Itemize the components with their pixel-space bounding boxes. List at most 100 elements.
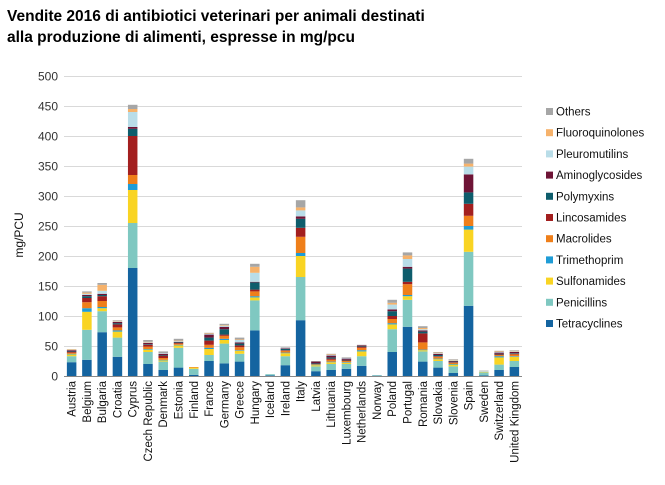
bar-segment-polymyxins bbox=[509, 353, 520, 354]
bar-segment-pleuromutilins bbox=[387, 304, 397, 310]
bar-stack-bulgaria bbox=[97, 283, 107, 376]
bar-segment-others bbox=[479, 370, 489, 372]
bar-segment-sulfonamides bbox=[311, 365, 321, 367]
bar-segment-others bbox=[250, 263, 260, 267]
chart-title: Vendite 2016 di antibiotici veterinari p… bbox=[7, 6, 425, 48]
bar-segment-fluoroquinolones bbox=[112, 320, 123, 322]
bar-segment-polymyxins bbox=[219, 329, 230, 335]
bar-segment-tetracyclines bbox=[356, 365, 367, 376]
bar-segment-fluoroquinolones bbox=[509, 350, 520, 352]
bar-segment-trimethoprim bbox=[356, 350, 367, 352]
bar-segment-tetracyclines bbox=[494, 370, 504, 376]
bar-segment-pleuromutilins bbox=[418, 329, 428, 331]
bar-segment-trimethoprim bbox=[82, 308, 92, 312]
bar-segment-penicillins bbox=[418, 351, 428, 362]
legend-label: Aminoglycosides bbox=[556, 170, 643, 182]
legend: Others Fluoroquinolones Pleuromutilins Amin… bbox=[546, 107, 644, 331]
bar-segment-penicillins bbox=[234, 353, 245, 362]
bar-segment-penicillins bbox=[479, 372, 489, 376]
bar-segment-pleuromutilins bbox=[479, 371, 489, 372]
bar-stack-poland bbox=[387, 299, 397, 376]
bar-segment-macrolides bbox=[509, 354, 520, 357]
bar-segment-lincosamides bbox=[143, 344, 153, 347]
bar-stack-luxembourg bbox=[341, 357, 352, 376]
bar-segment-others bbox=[82, 291, 92, 293]
bar-segment-sulfonamides bbox=[219, 340, 230, 344]
bar-segment-polymyxins bbox=[433, 355, 443, 357]
bar-segment-penicillins bbox=[341, 364, 352, 369]
legend-label: Tetracyclines bbox=[556, 319, 623, 331]
bar-segment-lincosamides bbox=[280, 350, 291, 351]
bar-segment-tetracyclines bbox=[418, 361, 428, 376]
bar-segment-macrolides bbox=[158, 358, 168, 360]
bar-segment-macrolides bbox=[127, 175, 138, 184]
bar-segment-polymyxins bbox=[418, 331, 428, 334]
x-tick-label: Lithuania bbox=[326, 380, 338, 427]
x-tick-label: Sweden bbox=[479, 381, 491, 423]
bar-segment-tetracyclines bbox=[433, 367, 443, 376]
bar-segment-penicillins bbox=[387, 329, 397, 352]
bar-segment-pleuromutilins bbox=[173, 341, 184, 342]
bar-stack-lithuania bbox=[326, 353, 336, 376]
bar-segment-lincosamides bbox=[204, 340, 214, 345]
bar-segment-fluoroquinolones bbox=[250, 266, 260, 273]
x-tick-label: Italy bbox=[296, 381, 308, 402]
bar-segment-trimethoprim bbox=[463, 226, 474, 230]
bar-segment-macrolides bbox=[173, 343, 184, 345]
x-tick-label: Slovakia bbox=[433, 380, 445, 424]
legend-swatch bbox=[546, 150, 553, 158]
legend-item-sulfonamides: Sulfonamides bbox=[546, 276, 626, 288]
bar-stack-sweden bbox=[479, 370, 489, 376]
bar-segment-tetracyclines bbox=[387, 352, 397, 376]
bar-segment-macrolides bbox=[66, 352, 77, 354]
bar-segment-trimethoprim bbox=[66, 353, 77, 355]
bar-segment-macrolides bbox=[341, 361, 352, 363]
bar-segment-penicillins bbox=[265, 374, 275, 376]
bar-segment-sulfonamides bbox=[402, 296, 413, 300]
bar-segment-aminoglycosides bbox=[326, 355, 336, 358]
bar-segment-lincosamides bbox=[509, 353, 520, 355]
bar-segment-pleuromutilins bbox=[97, 290, 107, 294]
bar-segment-pleuromutilins bbox=[433, 353, 443, 354]
legend-swatch bbox=[546, 320, 553, 327]
bar-segment-polymyxins bbox=[112, 323, 123, 325]
bar-segment-penicillins bbox=[158, 361, 168, 370]
bar-segment-aminoglycosides bbox=[97, 293, 107, 295]
legend-swatch bbox=[546, 277, 553, 285]
bar-segment-tetracyclines bbox=[448, 373, 459, 376]
bar-segment-lincosamides bbox=[234, 345, 245, 348]
bar-segment-others bbox=[158, 351, 168, 354]
bar-segment-pleuromutilins bbox=[250, 272, 260, 282]
bar-segment-fluoroquinolones bbox=[127, 109, 138, 112]
legend-item-aminoglycosides: Aminoglycosides bbox=[546, 170, 643, 182]
bar-segment-lincosamides bbox=[158, 355, 168, 358]
bar-segment-polymyxins bbox=[82, 296, 92, 298]
bar-segment-fluoroquinolones bbox=[295, 207, 306, 211]
bar-segment-others bbox=[509, 350, 520, 351]
bar-segment-fluoroquinolones bbox=[97, 284, 107, 291]
bar-segment-others bbox=[463, 158, 474, 164]
bar-segment-pleuromutilins bbox=[463, 166, 474, 175]
bar-segment-penicillins bbox=[448, 366, 459, 373]
bar-segment-lincosamides bbox=[433, 356, 443, 357]
bar-segment-sulfonamides bbox=[341, 362, 352, 364]
bar-segment-macrolides bbox=[280, 350, 291, 353]
legend-item-trimethoprim: Trimethoprim bbox=[546, 255, 623, 267]
bar-segment-trimethoprim bbox=[158, 359, 168, 361]
legend-item-others: Others bbox=[546, 107, 591, 119]
bar-segment-lincosamides bbox=[341, 360, 352, 361]
bar-segment-others bbox=[280, 347, 291, 348]
bar-segment-sulfonamides bbox=[326, 362, 336, 364]
bar-segment-others bbox=[219, 323, 230, 325]
x-tick-label: Germany bbox=[219, 381, 231, 429]
bar-segment-fluoroquinolones bbox=[433, 352, 443, 354]
bar-segment-lincosamides bbox=[66, 352, 77, 353]
bar-segment-tetracyclines bbox=[158, 370, 168, 376]
bar-segment-lincosamides bbox=[112, 324, 123, 328]
bar-segment-lincosamides bbox=[219, 334, 230, 336]
bar-segment-penicillins bbox=[66, 356, 77, 363]
bar-segment-macrolides bbox=[387, 319, 397, 324]
x-tick-label: Iceland bbox=[265, 381, 277, 418]
bar-segment-trimethoprim bbox=[448, 364, 459, 365]
bar-segment-tetracyclines bbox=[112, 356, 123, 376]
